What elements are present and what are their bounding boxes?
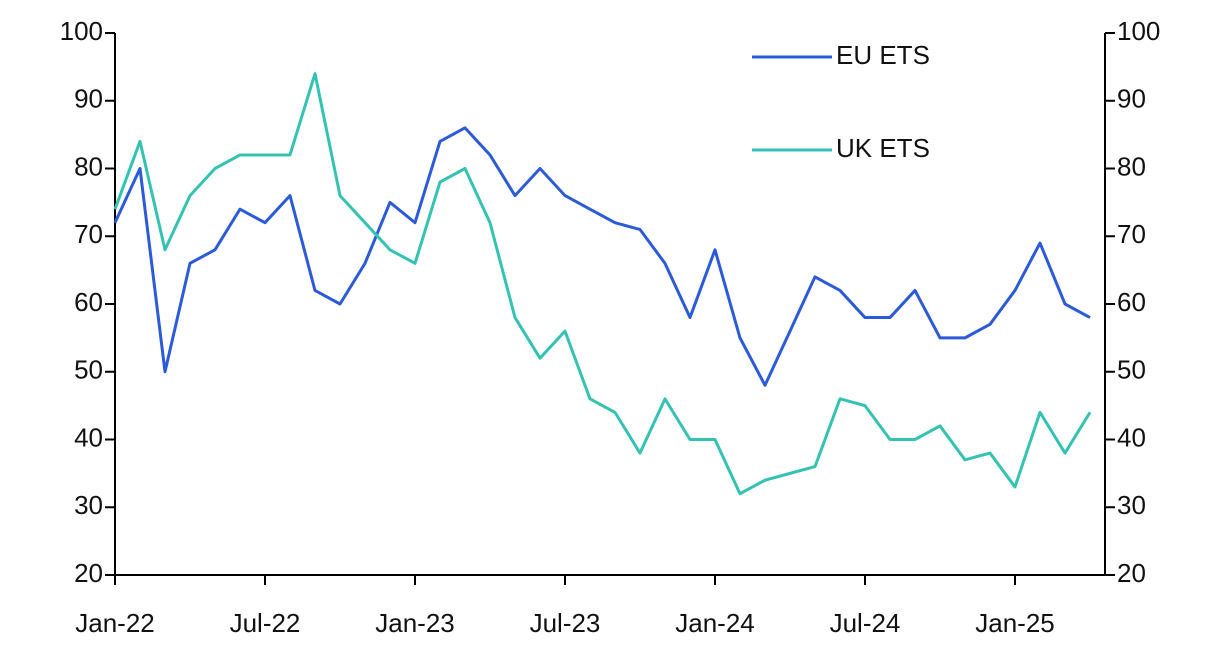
y2-tick-label: 90 <box>1117 84 1146 114</box>
series-line <box>113 126 1091 387</box>
y-tick-label: 60 <box>74 287 103 317</box>
y2-tick-label: 40 <box>1117 422 1146 452</box>
legend-label: UK ETS <box>836 133 930 163</box>
x-tick-label: Jan-25 <box>975 608 1055 638</box>
y-tick-label: 90 <box>74 84 103 114</box>
series-line <box>113 72 1092 496</box>
y2-tick-label: 80 <box>1117 151 1146 181</box>
y-tick-label: 20 <box>74 558 103 588</box>
y2-tick-label: 100 <box>1117 16 1160 46</box>
y2-tick-label: 70 <box>1117 219 1146 249</box>
x-tick-label: Jan-23 <box>375 608 455 638</box>
y-tick-label: 30 <box>74 490 103 520</box>
y-tick-label: 40 <box>74 422 103 452</box>
y-tick-label: 80 <box>74 151 103 181</box>
y-tick-label: 50 <box>74 355 103 385</box>
x-tick-label: Jul-23 <box>530 608 601 638</box>
x-tick-label: Jan-22 <box>75 608 155 638</box>
x-tick-label: Jan-24 <box>675 608 755 638</box>
y-tick-label: 100 <box>60 16 103 46</box>
x-tick-label: Jul-24 <box>830 608 901 638</box>
y2-tick-label: 20 <box>1117 558 1146 588</box>
x-tick-label: Jul-22 <box>230 608 301 638</box>
y2-tick-label: 50 <box>1117 355 1146 385</box>
y-tick-label: 70 <box>74 219 103 249</box>
y2-tick-label: 60 <box>1117 287 1146 317</box>
y2-tick-label: 30 <box>1117 490 1146 520</box>
legend-label: EU ETS <box>836 40 930 70</box>
